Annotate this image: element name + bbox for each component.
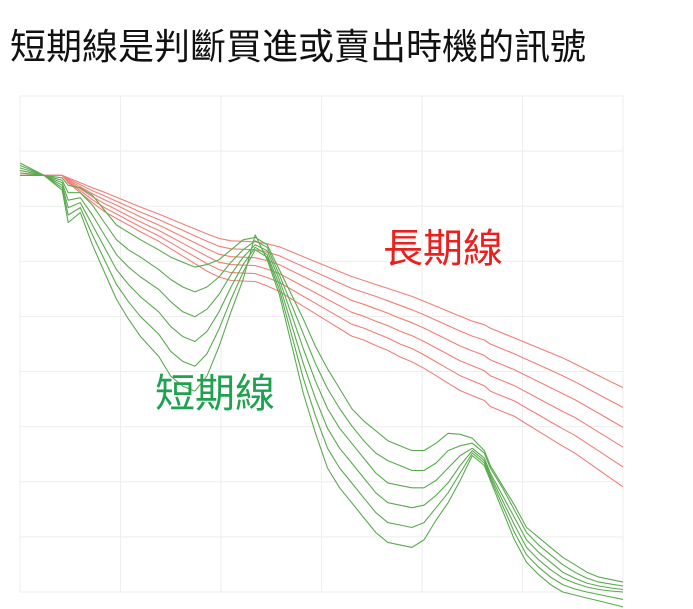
short-term-line-label: 短期線 xyxy=(155,371,275,417)
long-term-line-label: 長期線 xyxy=(383,226,503,272)
chart-grid xyxy=(19,95,624,593)
long-term-line-4 xyxy=(20,174,624,448)
short-term-line-8 xyxy=(19,172,624,587)
long-term-line-3 xyxy=(20,174,624,428)
chart-series-layer xyxy=(19,162,624,608)
short-term-line-12 xyxy=(19,162,624,608)
short-term-line-11 xyxy=(19,164,624,600)
long-term-line-5 xyxy=(20,174,624,468)
long-term-line-1 xyxy=(20,174,624,389)
long-term-line-6 xyxy=(20,174,624,488)
short-term-line-7 xyxy=(20,174,624,583)
long-term-line-2 xyxy=(20,174,624,408)
short-term-line-10 xyxy=(19,167,624,593)
chart-title: 短期線是判斷買進或賣出時機的訊號 xyxy=(10,27,587,68)
short-term-line-9 xyxy=(19,169,624,591)
